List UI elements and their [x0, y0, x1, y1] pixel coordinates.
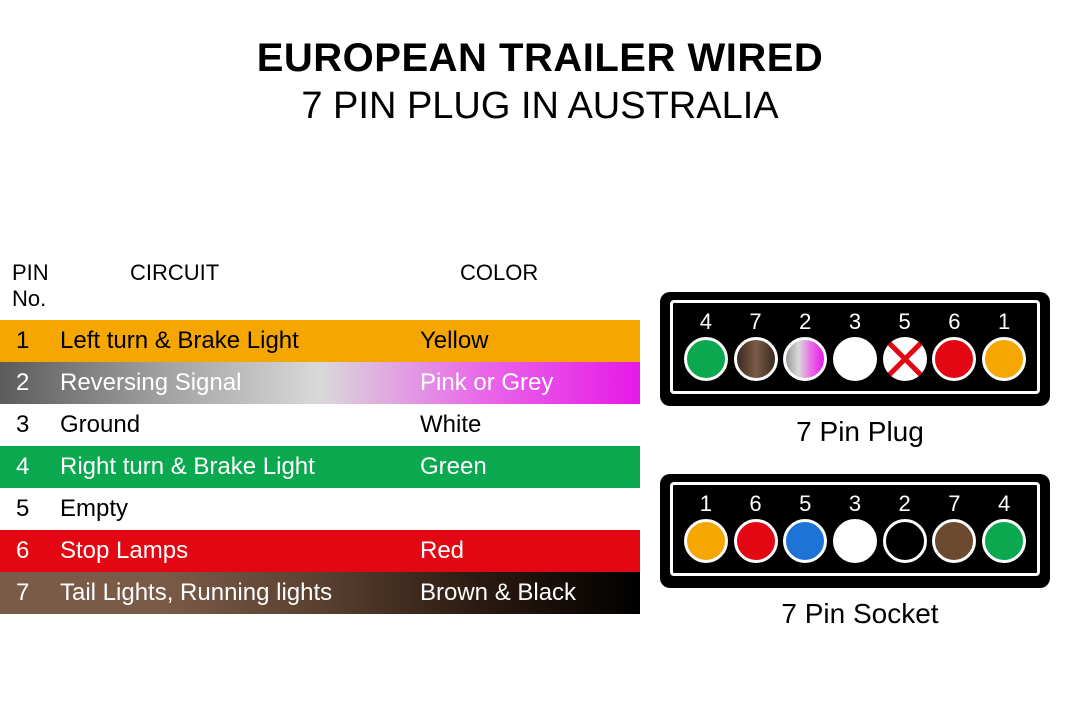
pin-number: 3: [0, 411, 50, 439]
circuit-name: Empty: [50, 495, 410, 523]
circuit-name: Ground: [50, 411, 410, 439]
header-color: COLOR: [420, 260, 620, 312]
connector-circle: [684, 337, 728, 381]
connector-circle: [932, 519, 976, 563]
pin-number: 5: [0, 495, 50, 523]
connector-pin-num: 2: [883, 491, 927, 517]
pin-number: 4: [0, 453, 50, 481]
pin-number: 7: [0, 579, 50, 607]
connector-pin-num: 3: [833, 491, 877, 517]
connector-pin-num: 6: [734, 491, 778, 517]
plug-diagram: 4723561: [660, 292, 1050, 406]
connector-pin-num: 5: [783, 491, 827, 517]
connector-circle: [932, 337, 976, 381]
pin-number: 2: [0, 369, 50, 397]
connector-pin-num: 2: [783, 309, 827, 335]
table-row: 4Right turn & Brake LightGreen: [0, 446, 640, 488]
socket-circles: [681, 519, 1029, 563]
connector-pin-num: 3: [833, 309, 877, 335]
table-row: 6Stop LampsRed: [0, 530, 640, 572]
header-pin: PIN No.: [12, 260, 70, 312]
connector-pin-num: 6: [932, 309, 976, 335]
wire-color: Green: [410, 453, 640, 481]
plug-label: 7 Pin Plug: [660, 416, 1060, 448]
circuit-name: Reversing Signal: [50, 369, 410, 397]
wiring-table: 1Left turn & Brake LightYellow2Reversing…: [0, 320, 640, 614]
socket-label: 7 Pin Socket: [660, 598, 1060, 630]
connector-circle: [734, 519, 778, 563]
content-area: PIN No. CIRCUIT COLOR 1Left turn & Brake…: [0, 260, 1080, 614]
connector-circle: [883, 337, 927, 381]
table-row: 5Empty: [0, 488, 640, 530]
wire-color: Brown & Black: [410, 579, 640, 607]
table-row: 7Tail Lights, Running lightsBrown & Blac…: [0, 572, 640, 614]
connector-circle: [833, 337, 877, 381]
connector-pin-num: 4: [982, 491, 1026, 517]
connector-circle: [783, 337, 827, 381]
wire-color: Pink or Grey: [410, 369, 640, 397]
table-row: 2Reversing SignalPink or Grey: [0, 362, 640, 404]
connector-circle: [883, 519, 927, 563]
title-block: EUROPEAN TRAILER WIRED 7 PIN PLUG IN AUS…: [0, 0, 1080, 128]
connector-pin-num: 1: [982, 309, 1026, 335]
plug-pin-numbers: 4723561: [681, 309, 1029, 335]
wire-color: Yellow: [410, 327, 640, 355]
connector-circle: [684, 519, 728, 563]
table-row: 1Left turn & Brake LightYellow: [0, 320, 640, 362]
connector-diagrams: 4723561 7 Pin Plug 1653274 7 Pin Socket: [660, 292, 1060, 630]
circuit-name: Right turn & Brake Light: [50, 453, 410, 481]
page-subtitle: 7 PIN PLUG IN AUSTRALIA: [0, 85, 1080, 128]
pin-number: 6: [0, 537, 50, 565]
circuit-name: Left turn & Brake Light: [50, 327, 410, 355]
connector-pin-num: 7: [932, 491, 976, 517]
circuit-name: Stop Lamps: [50, 537, 410, 565]
connector-pin-num: 4: [684, 309, 728, 335]
connector-pin-num: 1: [684, 491, 728, 517]
page-title: EUROPEAN TRAILER WIRED: [0, 36, 1080, 81]
connector-pin-num: 7: [734, 309, 778, 335]
connector-pin-num: 5: [883, 309, 927, 335]
pin-number: 1: [0, 327, 50, 355]
connector-circle: [833, 519, 877, 563]
connector-circle: [734, 337, 778, 381]
table-row: 3GroundWhite: [0, 404, 640, 446]
header-circuit: CIRCUIT: [70, 260, 420, 312]
connector-circle: [982, 519, 1026, 563]
socket-pin-numbers: 1653274: [681, 491, 1029, 517]
socket-diagram: 1653274: [660, 474, 1050, 588]
wire-color: Red: [410, 537, 640, 565]
circuit-name: Tail Lights, Running lights: [50, 579, 410, 607]
plug-circles: [681, 337, 1029, 381]
connector-circle: [982, 337, 1026, 381]
connector-circle: [783, 519, 827, 563]
wire-color: White: [410, 411, 640, 439]
